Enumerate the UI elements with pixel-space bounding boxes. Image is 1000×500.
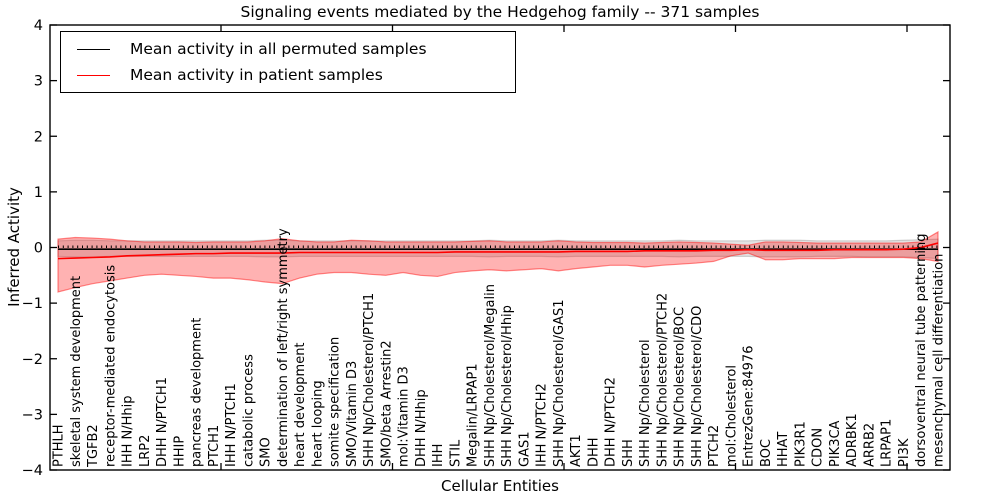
svg-text:−2: −2: [22, 352, 43, 368]
x-category-label: SHH: [621, 439, 636, 467]
chart-title: Signaling events mediated by the Hedgeho…: [240, 3, 760, 21]
x-category-label: pancreas development: [190, 318, 205, 467]
x-category-label: IHH: [431, 444, 446, 467]
x-category-label: PI3K: [897, 438, 912, 467]
x-category-label: IHH N/PTCH1: [224, 383, 239, 467]
x-category-label: receptor-mediated endocytosis: [103, 265, 118, 467]
x-category-label: somite specification: [328, 337, 343, 467]
x-category-label: SHH Np/Cholesterol/GAS1: [552, 299, 567, 467]
svg-text:3: 3: [34, 74, 43, 90]
x-category-label: GAS1: [517, 432, 532, 468]
x-category-label: SHH Np/Cholesterol/CDO: [690, 306, 705, 467]
x-category-label: dorsoventral neural tube patterning: [914, 234, 929, 467]
x-category-label: HHIP: [172, 436, 187, 467]
x-category-label: EntrezGene:84976: [742, 346, 757, 467]
svg-text:−4: −4: [22, 463, 43, 479]
x-category-label: SHH Np/Cholesterol/PTCH2: [655, 293, 670, 467]
x-category-label: SHH Np/Cholesterol/PTCH1: [362, 293, 377, 467]
x-category-label: DHH: [586, 437, 601, 467]
x-category-label: determination of left/right symmetry: [276, 228, 291, 467]
x-category-label: DHH N/Hhip: [414, 389, 429, 467]
x-category-label: mesenchymal cell differentiation: [932, 254, 947, 467]
legend: Mean activity in all permuted samples Me…: [60, 31, 516, 93]
svg-text:4: 4: [34, 18, 43, 34]
x-category-label: heart looping: [310, 380, 325, 467]
x-category-label: AKT1: [569, 434, 584, 467]
svg-text:1: 1: [34, 185, 43, 201]
svg-text:−1: −1: [22, 296, 43, 312]
x-category-label: Megalin/LRPAP1: [466, 363, 481, 467]
svg-text:2: 2: [34, 129, 43, 145]
x-category-label: CDON: [811, 428, 826, 467]
x-category-label: STIL: [448, 439, 463, 467]
x-category-label: PTCH1: [207, 425, 222, 467]
x-category-label: SMO/beta Arrestin2: [379, 340, 394, 467]
legend-item-patient: Mean activity in patient samples: [77, 66, 515, 84]
x-category-label: SHH Np/Cholesterol/Hhip: [500, 305, 515, 467]
x-category-label: DHH N/PTCH2: [604, 377, 619, 467]
x-category-label: SHH Np/Cholesterol/Megalin: [483, 284, 498, 467]
x-category-label: TGFB2: [86, 424, 101, 468]
permuted-line-swatch: [77, 48, 110, 50]
legend-label-permuted: Mean activity in all permuted samples: [130, 40, 427, 58]
svg-text:0: 0: [34, 241, 43, 257]
x-category-label: BOC: [759, 439, 774, 467]
x-category-label: mol:Vitamin D3: [397, 366, 412, 467]
legend-item-permuted: Mean activity in all permuted samples: [77, 40, 515, 58]
x-category-label: catabolic process: [241, 354, 256, 467]
legend-label-patient: Mean activity in patient samples: [130, 66, 383, 84]
x-category-label: ADRBK1: [845, 413, 860, 467]
x-category-label: LRP2: [138, 435, 153, 467]
x-category-label: PIK3CA: [828, 420, 843, 467]
x-category-label: skeletal system development: [69, 276, 84, 467]
svg-text:−3: −3: [22, 407, 43, 423]
x-category-label: LRPAP1: [880, 419, 895, 467]
x-category-label: SMO/Vitamin D3: [345, 361, 360, 467]
x-category-label: PIK3R1: [793, 421, 808, 467]
x-category-label: IHH N/PTCH2: [535, 383, 550, 467]
x-category-label: HHAT: [776, 432, 791, 467]
x-category-label: SHH Np/Cholesterol: [638, 339, 653, 467]
x-category-label: PTCH2: [707, 425, 722, 467]
x-category-label: SMO: [259, 437, 274, 467]
patient-line-swatch: [77, 74, 110, 76]
x-category-label: SHH Np/Cholesterol/BOC: [673, 307, 688, 467]
x-category-label: DHH N/PTCH1: [155, 377, 170, 467]
x-category-label: IHH N/Hhip: [121, 396, 136, 468]
x-axis-label: Cellular Entities: [441, 477, 559, 495]
x-category-label: mol:Cholesterol: [724, 365, 739, 467]
x-category-label: heart development: [293, 342, 308, 467]
x-category-label: ARRB2: [862, 423, 877, 467]
x-category-label: PTHLH: [52, 424, 67, 467]
